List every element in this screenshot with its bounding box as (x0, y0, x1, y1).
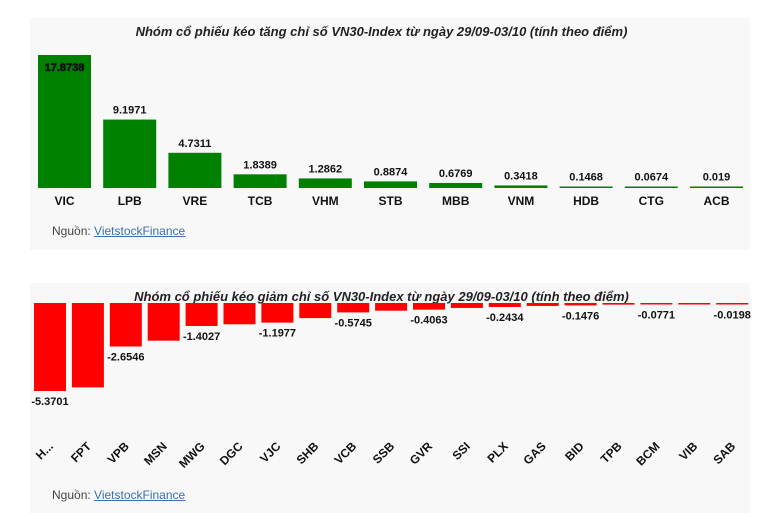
bar-dgc (223, 303, 256, 325)
bar-shb (299, 303, 332, 319)
bar-gas (526, 303, 559, 306)
data-label: -1.4027 (183, 331, 220, 343)
category-label: DGC (217, 439, 246, 468)
category-label: VIC (54, 194, 74, 208)
category-label: VNM (508, 194, 535, 208)
data-label: -0.0198 (714, 310, 751, 322)
category-label: BID (562, 439, 587, 464)
bar-tcb (233, 174, 287, 188)
data-label: -0.5745 (335, 317, 372, 329)
bar-mwg (185, 303, 218, 326)
data-label: -0.0771 (638, 310, 675, 322)
category-label: ACB (704, 194, 730, 208)
category-label: VPB (105, 439, 133, 467)
bar-sab (716, 303, 749, 305)
category-label: SSI (449, 439, 473, 463)
source-gainers: Nguồn: VietstockFinance (52, 224, 185, 238)
category-label: VRE (183, 194, 208, 208)
data-label: 0.8874 (374, 166, 409, 178)
data-label: 0.1468 (569, 172, 603, 184)
bar-ssi (450, 303, 483, 308)
chart-title-losers: Nhóm cổ phiếu kéo giảm chỉ số VN30-Index… (134, 289, 629, 304)
bar-hdb (559, 186, 613, 188)
category-label: MWG (176, 439, 208, 471)
data-label: 9.1971 (113, 105, 147, 117)
bar-stb (364, 181, 417, 188)
data-label: -1.1977 (259, 328, 296, 340)
bar-bid (564, 303, 597, 306)
bar-plx (488, 303, 521, 307)
category-label: LPB (118, 194, 142, 208)
category-label: SSB (370, 439, 398, 467)
category-label: GVR (407, 439, 436, 468)
chart-title-gainers: Nhóm cổ phiếu kéo tăng chỉ số VN30-Index… (135, 24, 628, 39)
bar-vpb (109, 303, 142, 347)
category-label: SAB (711, 439, 739, 467)
data-label: 1.8389 (243, 159, 277, 171)
bar-lpb (103, 119, 157, 188)
bar-fpt (71, 303, 104, 388)
source-link[interactable]: VietstockFinance (94, 488, 186, 502)
bar-bcm (640, 303, 673, 305)
bar-ctg (624, 186, 678, 188)
data-label: 0.3418 (504, 170, 538, 182)
data-label: 0.0674 (634, 172, 669, 184)
source-losers: Nguồn: VietstockFinance (52, 488, 185, 502)
category-label: SHB (294, 439, 322, 467)
category-label: BCM (633, 439, 662, 468)
data-label: 1.2862 (308, 163, 342, 175)
bar-vhm (298, 178, 352, 188)
data-label: -2.6546 (107, 352, 144, 364)
bar-vjc (261, 303, 294, 323)
category-label: VJC (257, 439, 284, 466)
category-label: FPT (68, 439, 94, 465)
bar-mbb (429, 182, 483, 188)
category-label: PLX (485, 439, 511, 465)
category-label: MSN (141, 439, 170, 468)
source-label: Nguồn: (52, 488, 91, 502)
source-label: Nguồn: (52, 224, 91, 238)
category-label: CTG (639, 194, 664, 208)
data-label: -0.2434 (486, 312, 524, 324)
bar-tpb (602, 303, 635, 305)
category-label: H... (33, 439, 56, 462)
source-link[interactable]: VietstockFinance (94, 224, 186, 238)
data-label: 17.8738 (45, 62, 85, 74)
bar-vic (38, 55, 91, 188)
data-label: 0.019 (703, 172, 731, 184)
data-label: 4.7311 (178, 138, 211, 150)
category-label: MBB (442, 194, 470, 208)
bar-h (34, 303, 66, 391)
data-label: -0.1476 (562, 310, 599, 322)
data-label: -0.4063 (410, 315, 447, 327)
bar-ssb (375, 303, 408, 311)
bar-vcb (337, 303, 370, 313)
category-label: TPB (598, 439, 625, 466)
category-label: VCB (332, 439, 360, 467)
data-label: -5.3701 (31, 396, 68, 408)
bar-vre (168, 152, 222, 188)
category-label: STB (379, 194, 403, 208)
bar-vib (678, 303, 711, 305)
data-label: 0.6769 (439, 168, 473, 180)
bar-vnm (494, 185, 548, 188)
category-label: VIB (676, 439, 700, 463)
category-label: GAS (521, 439, 549, 467)
category-label: HDB (573, 194, 599, 208)
category-label: VHM (312, 194, 339, 208)
bar-msn (147, 303, 180, 341)
category-label: TCB (248, 194, 273, 208)
bar-gvr (413, 303, 445, 310)
bar-acb (690, 186, 743, 188)
